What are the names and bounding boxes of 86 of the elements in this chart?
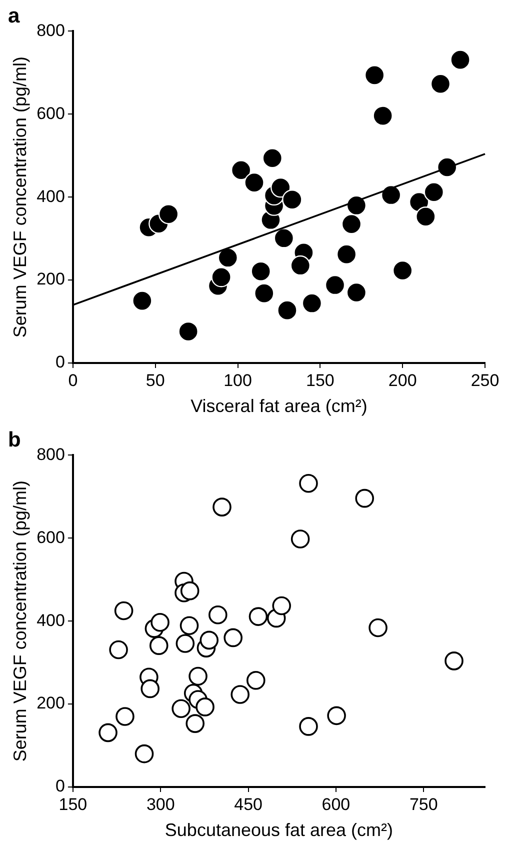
point xyxy=(178,321,198,342)
y-tick-label: 800 xyxy=(36,444,65,464)
chart-title: a xyxy=(8,4,20,28)
point xyxy=(355,488,374,508)
y-tick-label: 800 xyxy=(36,20,65,40)
point xyxy=(392,260,413,281)
point xyxy=(98,723,118,742)
y-axis-title: Serum VEGF concentration (pg/ml) xyxy=(10,480,30,762)
point xyxy=(272,596,292,616)
point xyxy=(346,195,367,216)
point xyxy=(270,177,291,198)
x-tick-label: 600 xyxy=(322,794,350,814)
y-tick-label: 0 xyxy=(55,352,65,372)
point xyxy=(262,148,282,168)
x-tick-label: 150 xyxy=(58,794,88,814)
point xyxy=(380,184,402,206)
x-tick-label: 300 xyxy=(146,794,175,814)
point xyxy=(450,50,470,70)
y-tick-label: 400 xyxy=(36,610,65,630)
x-tick-label: 100 xyxy=(224,370,252,390)
point xyxy=(116,707,134,726)
point xyxy=(324,274,346,296)
point xyxy=(430,74,451,94)
x-tick-label: 450 xyxy=(234,794,262,814)
point xyxy=(188,666,208,686)
point xyxy=(274,228,294,248)
point xyxy=(109,640,128,660)
point xyxy=(132,290,152,311)
point xyxy=(336,244,357,264)
y-tick-label: 0 xyxy=(55,776,65,796)
point xyxy=(208,605,228,624)
point xyxy=(211,267,232,288)
point xyxy=(424,182,444,202)
point xyxy=(218,248,238,268)
point xyxy=(134,744,154,764)
x-axis-title: Subcutaneous fat area (cm²) xyxy=(164,820,394,840)
point xyxy=(140,679,160,698)
point xyxy=(224,628,243,648)
point xyxy=(299,474,318,493)
point xyxy=(250,261,271,282)
point xyxy=(341,214,362,234)
point xyxy=(364,65,385,86)
point xyxy=(302,293,322,314)
point xyxy=(248,607,268,626)
point xyxy=(180,581,200,600)
point xyxy=(158,204,179,224)
point xyxy=(254,283,274,304)
point xyxy=(282,189,302,210)
point xyxy=(277,300,298,320)
y-axis-title: Serum VEGF concentration (pg/ml) xyxy=(10,56,30,338)
point xyxy=(196,698,214,716)
point xyxy=(346,282,367,303)
y-tick-label: 600 xyxy=(36,104,65,123)
point xyxy=(416,206,436,227)
point xyxy=(444,652,464,670)
y-tick-label: 200 xyxy=(36,694,65,713)
point xyxy=(200,630,219,650)
y-tick-label: 600 xyxy=(36,528,65,547)
x-tick-label: 750 xyxy=(409,794,438,814)
point xyxy=(244,172,264,193)
chart-title: b xyxy=(8,428,21,452)
point xyxy=(114,601,134,620)
point xyxy=(150,612,170,632)
x-tick-label: 150 xyxy=(306,370,334,390)
point xyxy=(149,636,168,655)
point xyxy=(230,160,252,180)
point xyxy=(176,634,195,653)
point xyxy=(327,706,346,726)
y-tick-label: 400 xyxy=(36,186,65,206)
point xyxy=(172,699,190,718)
point xyxy=(212,498,232,516)
point xyxy=(372,106,393,126)
point xyxy=(299,717,318,736)
x-tick-label: 50 xyxy=(146,370,165,390)
point xyxy=(186,714,205,733)
x-tick-label: 0 xyxy=(68,370,78,390)
x-tick-label: 200 xyxy=(388,370,417,390)
point xyxy=(180,616,199,636)
point xyxy=(246,671,266,690)
point xyxy=(290,255,311,276)
x-tick-label: 250 xyxy=(470,370,500,390)
point xyxy=(230,685,250,704)
y-tick-label: 200 xyxy=(36,270,65,289)
point xyxy=(368,618,388,638)
x-axis-title: Visceral fat area (cm²) xyxy=(190,396,368,416)
point xyxy=(290,530,310,548)
